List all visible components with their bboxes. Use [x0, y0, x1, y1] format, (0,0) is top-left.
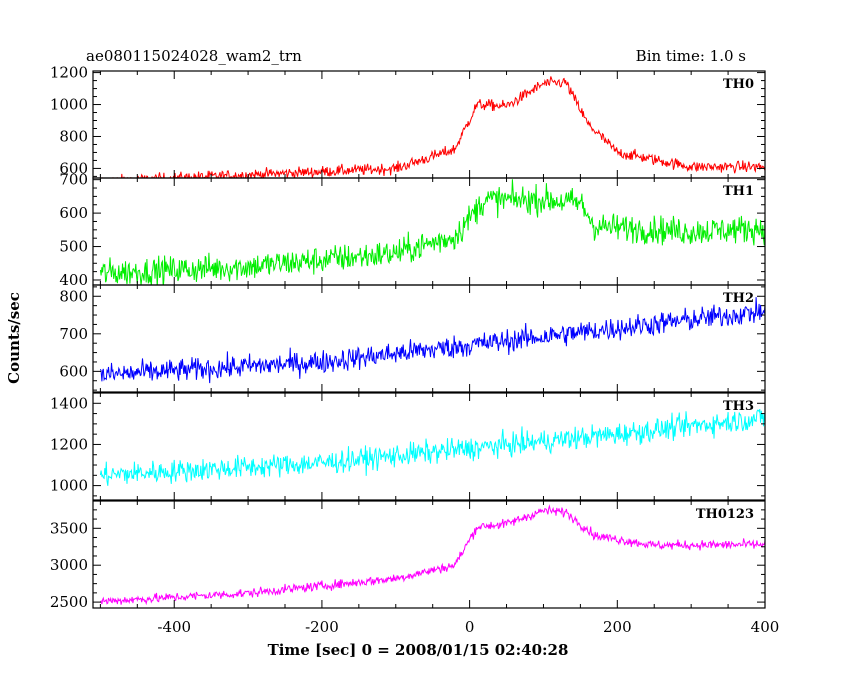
- series-line-th3: [99, 409, 765, 486]
- bin-time-label: Bin time: 1.0 s: [636, 47, 746, 65]
- panel-label-th1: TH1: [723, 184, 754, 199]
- chart-title: ae080115024028_wam2_trn: [86, 47, 302, 65]
- y-tick-label: 3500: [50, 519, 88, 537]
- y-tick-label: 700: [59, 325, 88, 343]
- x-tick-label: -200: [305, 618, 339, 636]
- series-line-th1: [99, 179, 765, 285]
- y-axis-label: Counts/sec: [5, 292, 23, 384]
- panel-frame: [92, 500, 766, 609]
- panel-th2: 600 700 800 TH2: [59, 284, 766, 393]
- panels-group: 60080010001200TH0400500600700TH160070080…: [50, 64, 766, 611]
- y-tick-label: 2500: [50, 593, 88, 611]
- y-tick-label: 600: [59, 204, 88, 222]
- panel-frame: [92, 70, 766, 179]
- y-tick-label: 1200: [50, 64, 88, 82]
- series-line-th0: [101, 76, 765, 178]
- y-tick-label: 400: [59, 271, 88, 289]
- x-tick-label: 200: [603, 618, 632, 636]
- series-line-th0123: [99, 504, 765, 606]
- y-tick-label: 1000: [50, 96, 88, 114]
- y-tick-label: 600: [59, 362, 88, 380]
- panel-frame: [92, 284, 766, 393]
- panel-th3: 1000 1200 1400 TH3: [50, 392, 766, 501]
- x-axis-label: Time [sec] 0 = 2008/01/15 02:40:28: [268, 641, 569, 659]
- y-tick-label: 1200: [50, 435, 88, 453]
- y-tick-label: 600: [59, 159, 88, 177]
- panel-th0: 600 800 1000 1200 TH0: [50, 64, 766, 179]
- y-tick-label: 1000: [50, 477, 88, 495]
- y-tick-label: 700: [59, 171, 88, 189]
- x-tick-label: 400: [751, 618, 780, 636]
- panel-label-th3: TH3: [723, 399, 754, 414]
- panel-th1: 400 500 600 700 TH1: [59, 171, 766, 289]
- panel-label-th2: TH2: [723, 291, 754, 306]
- panel-frame: [92, 392, 766, 501]
- y-tick-label: 1400: [50, 394, 88, 412]
- panel-label-th0: TH0: [723, 77, 754, 92]
- x-tick-label: -400: [157, 618, 191, 636]
- panel-label-th0123: TH0123: [696, 507, 754, 522]
- x-tick-labels: -400 -200 0 200 400: [157, 618, 779, 636]
- y-tick-label: 500: [59, 238, 88, 256]
- x-tick-label: 0: [465, 618, 475, 636]
- y-tick-label: 800: [59, 287, 88, 305]
- panel-th0123: 2500 3000 3500 TH0123: [50, 500, 766, 611]
- y-tick-label: 800: [59, 127, 88, 145]
- series-line-th2: [99, 297, 765, 384]
- y-tick-label: 3000: [50, 556, 88, 574]
